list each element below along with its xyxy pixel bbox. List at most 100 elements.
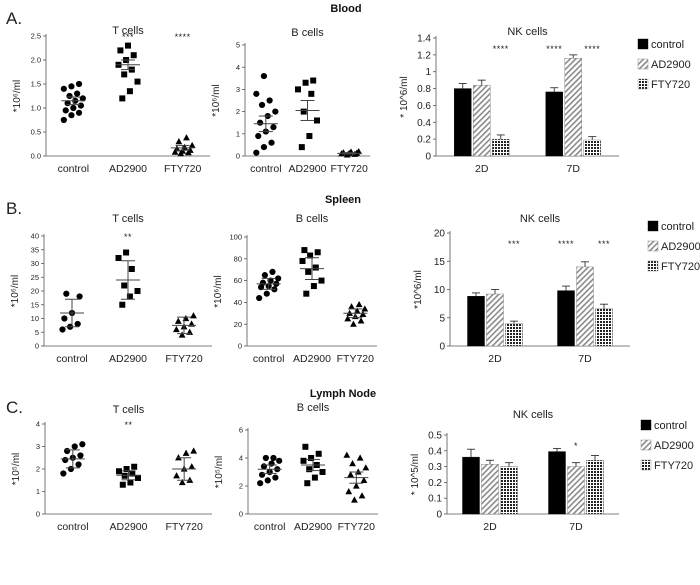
chart-title: T cells: [112, 25, 144, 37]
data-point: [361, 305, 369, 312]
data-point: [357, 317, 365, 324]
bar-fty720: [500, 466, 518, 515]
significance-annotation: *: [574, 441, 578, 451]
y-tick-label: 0.1: [428, 494, 442, 505]
bar-control: [462, 456, 480, 515]
legend-label: FTY720: [661, 261, 700, 273]
group-control: [253, 72, 279, 156]
data-point: [126, 88, 133, 95]
chart-panel-lymph-node-t-cells: T cells 0 1 2 3 4 *10⁵/ml control AD2900 ** FTY720: [11, 404, 212, 533]
data-point: [308, 90, 315, 97]
x-category-label: AD2900: [294, 521, 332, 533]
data-point: [62, 107, 69, 114]
data-point: [356, 454, 364, 461]
data-point: [300, 108, 307, 115]
data-point: [259, 279, 267, 286]
row-label-lymph-node: C.: [6, 398, 23, 417]
data-point: [355, 300, 363, 308]
y-tick-label: 0.4: [417, 118, 431, 129]
group-control: [59, 290, 84, 333]
data-point: [119, 95, 126, 102]
data-point: [174, 317, 182, 324]
chart-title: B cells: [297, 402, 330, 414]
data-point: [68, 112, 75, 119]
x-category-label: 7D: [578, 353, 592, 365]
x-category-label: FTY720: [165, 353, 203, 365]
x-category-label: AD2900: [110, 521, 148, 533]
data-point: [119, 301, 126, 308]
chart-panel-spleen-b-cells: B cells 0 20 40 60 80 100 *10⁶/ml control AD2900 F…: [213, 213, 377, 365]
data-point: [358, 492, 366, 499]
data-point: [178, 331, 186, 338]
bar-control: [548, 451, 566, 515]
significance-annotation: ****: [558, 239, 574, 249]
data-point: [362, 464, 370, 471]
significance-annotation: ****: [493, 44, 509, 54]
legend-swatch-fty720: [637, 78, 649, 90]
bar-control: [467, 296, 485, 347]
data-point: [253, 90, 260, 97]
chart-title: NK cells: [513, 409, 554, 421]
data-point: [79, 95, 86, 102]
bar-ad2900: [576, 266, 594, 347]
y-tick-label: 1.0: [31, 104, 41, 113]
group-fty720: [343, 300, 369, 327]
y-tick-label: 0.2: [428, 478, 442, 489]
legend-swatch-control: [647, 220, 659, 232]
data-point: [115, 255, 122, 261]
data-point: [349, 460, 356, 467]
row-title-spleen: Spleen: [325, 194, 361, 206]
y-tick-label: 5: [236, 41, 240, 50]
group-fty720: [172, 447, 198, 486]
data-point: [275, 275, 282, 282]
significance-annotation: **: [124, 420, 132, 430]
data-point: [348, 303, 355, 310]
y-tick-label: 5: [439, 313, 445, 324]
data-point: [355, 147, 363, 155]
data-point: [173, 325, 180, 333]
data-point: [310, 77, 317, 84]
data-point: [276, 457, 283, 464]
x-category-label: 2D: [483, 521, 497, 533]
x-category-label: control: [250, 163, 282, 175]
data-point: [272, 108, 279, 115]
y-tick-label: 2: [36, 465, 40, 474]
row-label-blood: A.: [6, 9, 22, 28]
y-axis-label: *10⁶/ml: [213, 275, 224, 307]
data-point: [312, 264, 319, 271]
data-point: [119, 481, 126, 488]
data-point: [60, 116, 67, 124]
data-point: [262, 454, 269, 462]
y-axis-label: *10⁶/ml: [211, 84, 222, 116]
bar-fty720: [586, 460, 604, 515]
data-point: [352, 482, 360, 489]
data-point: [314, 249, 321, 256]
data-point: [302, 79, 309, 86]
legend-swatch-ad2900: [647, 240, 659, 252]
data-point: [121, 71, 128, 78]
data-point: [59, 326, 66, 333]
data-point: [301, 247, 308, 254]
data-point: [131, 463, 138, 470]
group-ad2900: [295, 77, 320, 151]
y-tick-label: 20: [234, 320, 242, 329]
data-point: [127, 479, 134, 486]
data-point: [70, 104, 77, 112]
x-category-label: AD2900: [293, 353, 331, 365]
y-axis-label: *10⁶/ml: [12, 80, 23, 112]
y-tick-label: 0.0: [31, 152, 41, 161]
data-point: [74, 320, 81, 328]
data-point: [272, 474, 279, 481]
y-axis-label: *10⁵/ml: [11, 453, 22, 486]
group-control: [60, 441, 86, 477]
chart-title: NK cells: [507, 26, 548, 38]
y-tick-label: 4: [36, 420, 40, 429]
group-control: [257, 454, 283, 487]
legend-swatch-fty720: [647, 260, 659, 272]
data-point: [308, 455, 315, 461]
y-axis-label: *10⁵/ml: [214, 456, 225, 489]
y-tick-label: 0.6: [417, 101, 431, 112]
row-title-lymph-node: Lymph Node: [310, 388, 376, 400]
data-point: [256, 294, 263, 302]
